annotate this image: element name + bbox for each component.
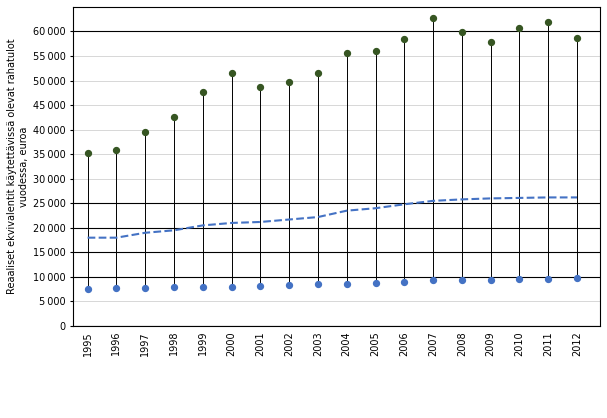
Koko väestö — [574, 195, 581, 200]
Pienituloisin 10 % — [428, 277, 438, 284]
Koko väestö — [199, 223, 206, 228]
Koko väestö — [487, 196, 494, 201]
Pienituloisin 10 % — [572, 275, 582, 281]
Koko väestö — [84, 235, 91, 240]
Suurituloisin 10 % — [486, 38, 495, 45]
Suurituloisin 10 % — [399, 36, 409, 42]
Koko väestö — [113, 235, 120, 240]
Pienituloisin 10 % — [112, 285, 121, 292]
Pienituloisin 10 % — [198, 284, 208, 291]
Pienituloisin 10 % — [169, 284, 179, 291]
Pienituloisin 10 % — [342, 280, 351, 287]
Pienituloisin 10 % — [399, 278, 409, 285]
Suurituloisin 10 % — [83, 150, 92, 157]
Pienituloisin 10 % — [313, 281, 323, 288]
Pienituloisin 10 % — [515, 276, 524, 283]
Koko väestö — [228, 220, 235, 225]
Koko väestö — [544, 195, 552, 200]
Suurituloisin 10 % — [112, 147, 121, 154]
Koko väestö — [372, 206, 379, 211]
Suurituloisin 10 % — [140, 129, 150, 135]
Line: Koko väestö: Koko väestö — [87, 197, 577, 238]
Suurituloisin 10 % — [342, 49, 351, 56]
Koko väestö — [141, 230, 149, 235]
Suurituloisin 10 % — [226, 70, 236, 76]
Koko väestö — [429, 199, 436, 204]
Pienituloisin 10 % — [226, 283, 236, 290]
Suurituloisin 10 % — [428, 14, 438, 21]
Suurituloisin 10 % — [457, 29, 467, 36]
Koko väestö — [285, 217, 293, 222]
Suurituloisin 10 % — [313, 70, 323, 76]
Suurituloisin 10 % — [515, 24, 524, 31]
Koko väestö — [257, 219, 264, 224]
Suurituloisin 10 % — [543, 18, 553, 25]
Koko väestö — [458, 197, 466, 202]
Koko väestö — [516, 195, 523, 200]
Suurituloisin 10 % — [256, 84, 265, 90]
Pienituloisin 10 % — [457, 277, 467, 284]
Pienituloisin 10 % — [140, 284, 150, 291]
Suurituloisin 10 % — [371, 48, 381, 54]
Pienituloisin 10 % — [371, 280, 381, 287]
Pienituloisin 10 % — [486, 277, 495, 283]
Koko väestö — [401, 202, 408, 207]
Pienituloisin 10 % — [83, 285, 92, 292]
Koko väestö — [343, 208, 350, 213]
Suurituloisin 10 % — [572, 35, 582, 42]
Koko väestö — [171, 228, 178, 233]
Pienituloisin 10 % — [284, 282, 294, 289]
Suurituloisin 10 % — [284, 79, 294, 85]
Suurituloisin 10 % — [198, 89, 208, 95]
Koko väestö — [314, 214, 322, 219]
Pienituloisin 10 % — [543, 276, 553, 283]
Y-axis label: Reaaliset ekvivalentit käytettävissä olevat rahatulot
vuodessa, euroa: Reaaliset ekvivalentit käytettävissä ole… — [7, 39, 29, 294]
Suurituloisin 10 % — [169, 114, 179, 121]
Pienituloisin 10 % — [256, 283, 265, 290]
